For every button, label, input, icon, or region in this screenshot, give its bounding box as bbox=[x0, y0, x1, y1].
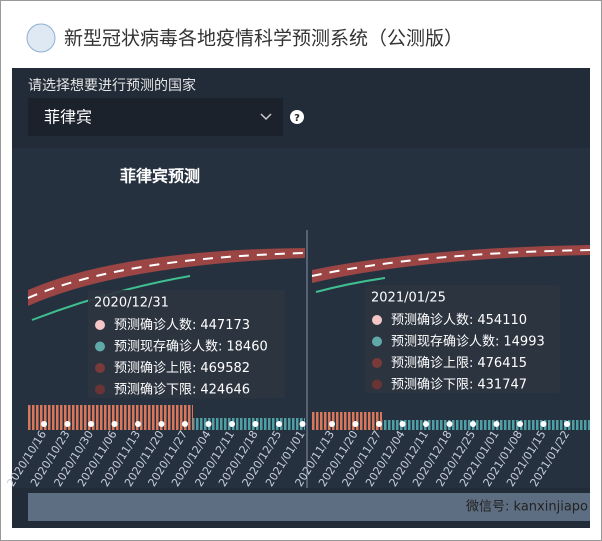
axis-dot bbox=[564, 421, 570, 427]
legend-dot bbox=[372, 336, 382, 347]
legend-dot bbox=[372, 358, 382, 368]
bars bbox=[312, 412, 382, 430]
row-label: 预测确诊下限: bbox=[391, 377, 473, 392]
axis-dot bbox=[252, 421, 259, 427]
legend-dot bbox=[95, 341, 105, 352]
country-select[interactable] bbox=[28, 98, 283, 136]
axis-dot bbox=[299, 421, 306, 427]
axis-dot bbox=[376, 421, 382, 427]
tooltip-row: 预测确诊人数: 447173 bbox=[114, 318, 250, 333]
tooltip-date: 2020/12/31 bbox=[94, 296, 169, 311]
row-value: 424646 bbox=[200, 382, 250, 397]
legend-dot bbox=[372, 379, 382, 390]
row-label: 预测确诊人数: bbox=[391, 313, 473, 328]
axis-dot bbox=[329, 421, 335, 427]
row-label: 预测现存确诊人数: bbox=[391, 334, 499, 349]
scrollbar[interactable] bbox=[28, 493, 590, 521]
legend-dot bbox=[95, 363, 105, 373]
axis-dot bbox=[517, 421, 523, 427]
axis-dot bbox=[41, 421, 47, 427]
tooltip-row: 预测确诊人数: 454110 bbox=[391, 313, 527, 328]
tooltip bbox=[365, 285, 560, 393]
logo bbox=[26, 23, 56, 53]
watermark: 微信号: kanxinjiapo bbox=[466, 500, 588, 515]
tooltip-row: 预测现存确诊人数: 18460 bbox=[114, 339, 268, 354]
band bbox=[312, 245, 590, 283]
help-mark: ? bbox=[294, 113, 300, 124]
select-value: 菲律宾 bbox=[44, 108, 92, 127]
tooltip-row: 预测确诊下限: 424646 bbox=[114, 382, 250, 397]
row-label: 预测确诊人数: bbox=[114, 318, 196, 333]
predict-line bbox=[311, 249, 591, 277]
axis-dot bbox=[470, 421, 476, 427]
help-icon[interactable] bbox=[290, 110, 304, 124]
row-value: 476415 bbox=[477, 356, 527, 371]
legend-dot bbox=[95, 384, 105, 395]
legend-dot bbox=[372, 315, 382, 325]
bars bbox=[28, 405, 193, 430]
row-label: 预测现存确诊人数: bbox=[114, 339, 222, 354]
row-value: 18460 bbox=[226, 339, 267, 354]
axis-dot bbox=[352, 421, 359, 427]
tooltip-row: 预测现存确诊人数: 14993 bbox=[391, 334, 545, 349]
legend-dot bbox=[95, 320, 105, 330]
axis-dot bbox=[182, 421, 188, 427]
axis-dot bbox=[229, 421, 235, 427]
row-label: 预测确诊上限: bbox=[114, 361, 196, 376]
tooltip bbox=[88, 290, 285, 398]
row-value: 469582 bbox=[200, 361, 250, 376]
tooltip-row: 预测确诊下限: 431747 bbox=[391, 377, 527, 392]
axis-dot bbox=[111, 421, 118, 427]
row-value: 431747 bbox=[477, 377, 527, 392]
axis-dot bbox=[135, 421, 141, 427]
axis-dot bbox=[446, 421, 453, 427]
tooltip-row: 预测确诊上限: 476415 bbox=[391, 356, 527, 371]
tooltip-date: 2021/01/25 bbox=[371, 291, 446, 306]
active-line bbox=[315, 277, 386, 293]
axis-dot bbox=[493, 421, 500, 427]
axis-dot bbox=[64, 421, 71, 427]
axis-dot bbox=[540, 421, 547, 427]
chart-title: 菲律宾预测 bbox=[120, 167, 200, 186]
select-label: 请选择想要进行预测的国家 bbox=[28, 77, 196, 94]
axis-dot bbox=[88, 421, 94, 427]
axis-dot bbox=[423, 421, 429, 427]
axis-dot bbox=[158, 421, 165, 427]
axis-dot bbox=[276, 421, 282, 427]
row-label: 预测确诊下限: bbox=[114, 382, 196, 397]
chevron bbox=[260, 113, 272, 121]
bars bbox=[193, 418, 305, 430]
axis-dot bbox=[205, 421, 212, 427]
app-title: 新型冠状病毒各地疫情科学预测系统（公测版） bbox=[64, 28, 463, 50]
row-value: 447173 bbox=[200, 318, 250, 333]
bars bbox=[382, 420, 590, 430]
predict-line bbox=[27, 252, 306, 299]
row-value: 454110 bbox=[477, 313, 527, 328]
axis-dot bbox=[399, 421, 406, 427]
tooltip-row: 预测确诊上限: 469582 bbox=[114, 361, 250, 376]
row-label: 预测确诊上限: bbox=[391, 356, 473, 371]
row-value: 14993 bbox=[503, 334, 544, 349]
